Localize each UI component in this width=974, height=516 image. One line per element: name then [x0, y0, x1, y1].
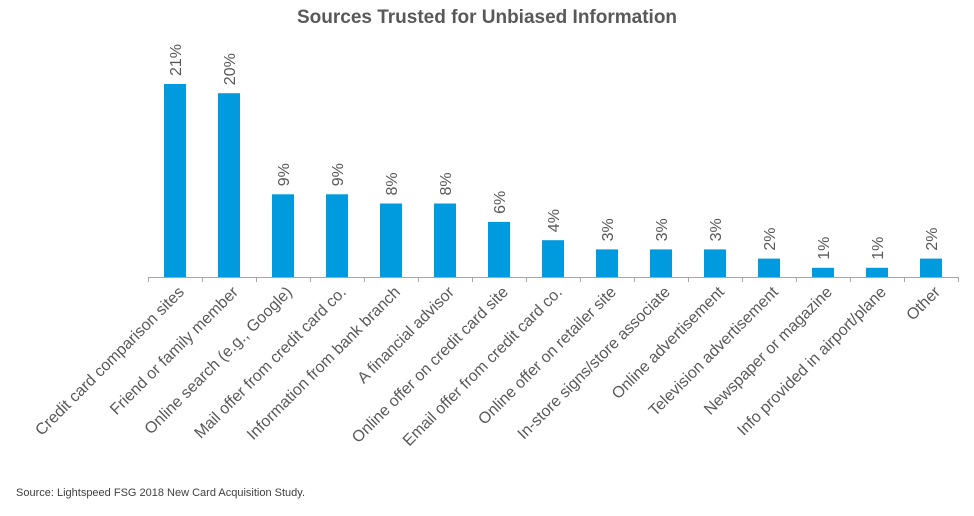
data-label: 1% — [816, 237, 833, 260]
x-axis — [148, 277, 959, 282]
data-label: 3% — [600, 218, 617, 241]
bar — [758, 258, 780, 277]
bar — [920, 258, 942, 277]
bar — [326, 194, 348, 277]
bars-group — [164, 84, 942, 277]
data-label: 4% — [546, 209, 563, 232]
source-note: Source: Lightspeed FSG 2018 New Card Acq… — [16, 487, 306, 499]
bar — [218, 93, 240, 277]
bar — [704, 249, 726, 277]
category-label: A financial advisor — [355, 283, 459, 387]
data-label: 8% — [438, 172, 455, 195]
data-label: 3% — [654, 218, 671, 241]
data-label: 1% — [870, 237, 887, 260]
data-label: 9% — [276, 163, 293, 186]
bar — [542, 240, 564, 277]
data-label: 6% — [492, 191, 509, 214]
data-label: 3% — [708, 218, 725, 241]
data-label: 20% — [222, 53, 239, 85]
data-label: 9% — [330, 163, 347, 186]
bar — [380, 203, 402, 277]
data-label: 8% — [384, 172, 401, 195]
chart-title: Sources Trusted for Unbiased Information — [296, 7, 678, 28]
bar — [596, 249, 618, 277]
bar — [272, 194, 294, 277]
bar — [650, 249, 672, 277]
bar — [488, 221, 510, 277]
data-label: 2% — [762, 227, 779, 250]
value-labels-group: 21% 20% 9% 9% 8% 8% 6% 4% 3% 3% 3% 2% 1% 1% 2% — [168, 44, 941, 260]
data-label: 21% — [168, 44, 185, 76]
data-label: 2% — [924, 227, 941, 250]
bar — [164, 84, 186, 277]
bar — [866, 267, 888, 277]
category-label: Other — [904, 283, 945, 324]
bar — [812, 267, 834, 277]
bar — [434, 203, 456, 277]
